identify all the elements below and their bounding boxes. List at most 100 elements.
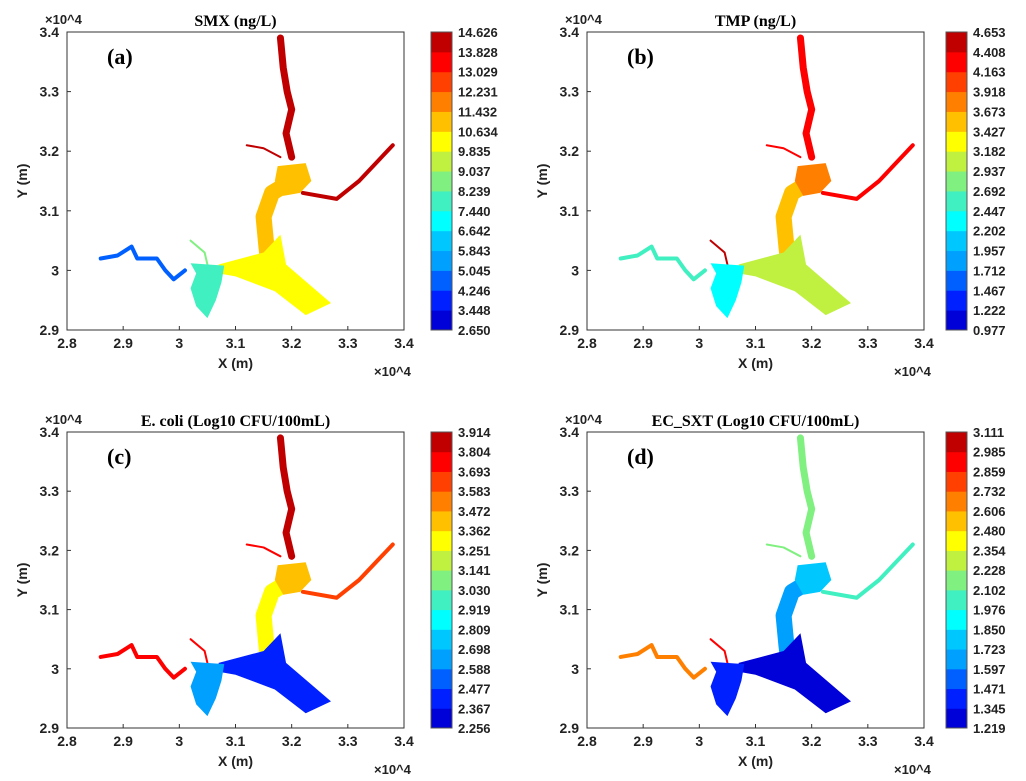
x-tick-label: 2.8 (57, 335, 77, 351)
colorbar-tick-label: 2.606 (973, 504, 1006, 519)
colorbar-tick-label: 2.354 (973, 543, 1006, 558)
colorbar-band (946, 432, 967, 453)
x-tick-label: 3.4 (394, 733, 414, 749)
region-west_estuary (190, 661, 225, 717)
colorbar-band (431, 210, 452, 232)
region-west_river (618, 244, 707, 282)
y-tick-label: 3.3 (40, 84, 60, 100)
y-tick-label: 3.1 (40, 203, 60, 219)
region-north_river (796, 34, 816, 161)
colorbar-band (431, 510, 452, 532)
colorbar-tick-label: 4.163 (973, 65, 1006, 80)
colorbar-tick-label: 3.251 (458, 543, 491, 558)
colorbar-band (946, 629, 967, 650)
colorbar-tick-label: 9.835 (458, 144, 491, 159)
colorbar-band (946, 270, 967, 291)
colorbar-band (431, 230, 452, 252)
colorbar-tick-label: 2.447 (973, 204, 1006, 219)
x-tick-label: 3.2 (802, 335, 822, 351)
x-axis-label: X (m) (218, 355, 253, 371)
region-south_estuary (218, 633, 331, 714)
y-tick-label: 3.2 (560, 542, 580, 558)
colorbar-band (431, 250, 452, 271)
colorbar-frame (430, 431, 453, 729)
colorbar-tick-label: 3.693 (458, 464, 491, 479)
colorbar-band (431, 111, 452, 132)
region-nw_tributary (245, 144, 282, 159)
colorbar-tick-label: 1.723 (973, 642, 1006, 657)
colorbar-tick-label: 4.408 (973, 45, 1006, 60)
y-tick-label: 3.2 (40, 542, 60, 558)
colorbar-band (946, 91, 967, 112)
region-nw_tributary (245, 543, 282, 558)
colorbar-tick-label: 2.919 (458, 603, 491, 618)
x-tick-label: 3.4 (394, 335, 414, 351)
colorbar-tick-label: 3.427 (973, 124, 1006, 139)
x-tick-label: 3.3 (338, 335, 358, 351)
colorbar-band (946, 609, 967, 630)
colorbar-tick-label: 2.859 (973, 464, 1006, 479)
region-west_river (98, 244, 187, 282)
region-junction (274, 562, 312, 595)
colorbar-tick-label: 3.030 (458, 583, 491, 598)
region-south_estuary (218, 234, 331, 316)
colorbar-tick-label: 3.472 (458, 504, 491, 519)
panel-title: TMP (ng/L) (715, 13, 796, 30)
y-tick-label: 2.9 (40, 720, 60, 736)
colorbar-band (946, 668, 967, 690)
colorbar-band (946, 32, 967, 53)
colorbar-band (946, 451, 967, 472)
colorbar-tick-label: 7.440 (458, 204, 491, 219)
y-tick-label: 3.1 (560, 602, 580, 618)
colorbar-tick-label: 14.626 (458, 25, 498, 40)
colorbar-band (431, 432, 452, 453)
region-west_branch (189, 638, 209, 664)
colorbar-band (431, 131, 452, 152)
colorbar-band (431, 668, 452, 690)
region-ne_tributary (820, 143, 915, 201)
region-nw_tributary (765, 543, 802, 558)
region-north_river (276, 34, 296, 161)
colorbar-band (431, 589, 452, 611)
x-tick-label: 3.1 (226, 733, 246, 749)
y-scale-label: ×10^4 (45, 12, 83, 27)
x-tick-label: 3.1 (226, 335, 246, 351)
plot-area (66, 31, 405, 331)
panel-title: EC_SXT (Log10 CFU/100mL) (652, 413, 860, 430)
colorbar-tick-label: 1.712 (973, 263, 1006, 278)
colorbar-tick-label: 1.471 (973, 682, 1006, 697)
region-west_branch (709, 239, 729, 266)
panel-c: 2.8 2.9 3 3.1 3.2 3.3 3.42.933.13.23.33.4X (m)… (14, 412, 491, 777)
y-tick-label: 3.4 (560, 24, 580, 40)
x-tick-label: 3.4 (914, 733, 934, 749)
colorbar-band (431, 51, 452, 73)
colorbar-band (431, 649, 452, 670)
y-tick-label: 2.9 (560, 720, 580, 736)
colorbar-tick-label: 2.809 (458, 622, 491, 637)
colorbar-band (946, 708, 967, 729)
colorbar-band (946, 210, 967, 232)
x-tick-label: 3 (175, 733, 183, 749)
x-tick-label: 2.8 (57, 733, 77, 749)
colorbar-tick-label: 10.634 (458, 124, 499, 139)
colorbar-band (431, 629, 452, 650)
x-tick-label: 3.3 (858, 733, 878, 749)
colorbar-tick-label: 2.202 (973, 224, 1006, 239)
colorbar-tick-label: 2.732 (973, 484, 1006, 499)
y-tick-label: 3.3 (560, 483, 580, 499)
x-tick-label: 3.2 (282, 335, 302, 351)
y-tick-label: 3.4 (40, 24, 60, 40)
x-tick-label: 3 (695, 733, 703, 749)
colorbar-tick-label: 3.673 (973, 104, 1006, 119)
colorbar-tick-label: 1.219 (973, 721, 1006, 736)
colorbar-band (946, 530, 967, 551)
colorbar-tick-label: 2.256 (458, 721, 491, 736)
colorbar-band (946, 111, 967, 132)
colorbar-band (946, 250, 967, 271)
colorbar-band (946, 688, 967, 709)
colorbar-tick-label: 3.111 (973, 425, 1004, 440)
colorbar-tick-label: 1.222 (973, 303, 1006, 318)
colorbar-tick-label: 2.367 (458, 701, 491, 716)
colorbar-band (946, 190, 967, 212)
